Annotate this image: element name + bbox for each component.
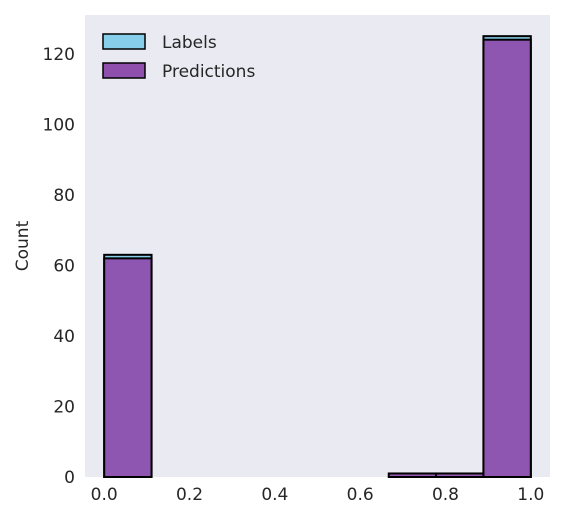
y-tick-label: 20 (53, 397, 75, 417)
y-tick-label: 120 (43, 45, 75, 65)
x-tick-label: 0.0 (91, 485, 118, 505)
plot-area (85, 15, 550, 477)
y-axis-label: Count (13, 220, 33, 271)
x-tick-label: 0.8 (432, 485, 459, 505)
legend: Labels Predictions (102, 33, 255, 82)
x-tick-label: 0.4 (261, 485, 288, 505)
legend-swatch-labels (102, 33, 146, 50)
y-tick-label: 100 (43, 115, 75, 135)
y-tick-label: 60 (53, 256, 75, 276)
predictions-bar-2 (435, 472, 485, 479)
legend-label-labels: Labels (162, 33, 217, 53)
predictions-series (103, 38, 532, 479)
predictions-bar-0 (103, 257, 153, 478)
x-tick-label: 0.2 (176, 485, 203, 505)
predictions-bar-3 (482, 38, 532, 479)
legend-swatch-predictions (102, 62, 146, 79)
y-tick-label: 40 (53, 327, 75, 347)
predictions-bar-1 (387, 472, 438, 479)
x-tick-label: 0.6 (347, 485, 374, 505)
x-tick-label: 1.0 (517, 485, 544, 505)
x-axis-ticks: 0.0 0.2 0.4 0.6 0.8 1.0 (91, 485, 545, 505)
legend-label-predictions: Predictions (162, 62, 255, 82)
y-axis-ticks: 0 20 40 60 80 100 120 (43, 45, 75, 488)
y-tick-label: 80 (53, 186, 75, 206)
y-tick-label: 0 (64, 468, 75, 488)
